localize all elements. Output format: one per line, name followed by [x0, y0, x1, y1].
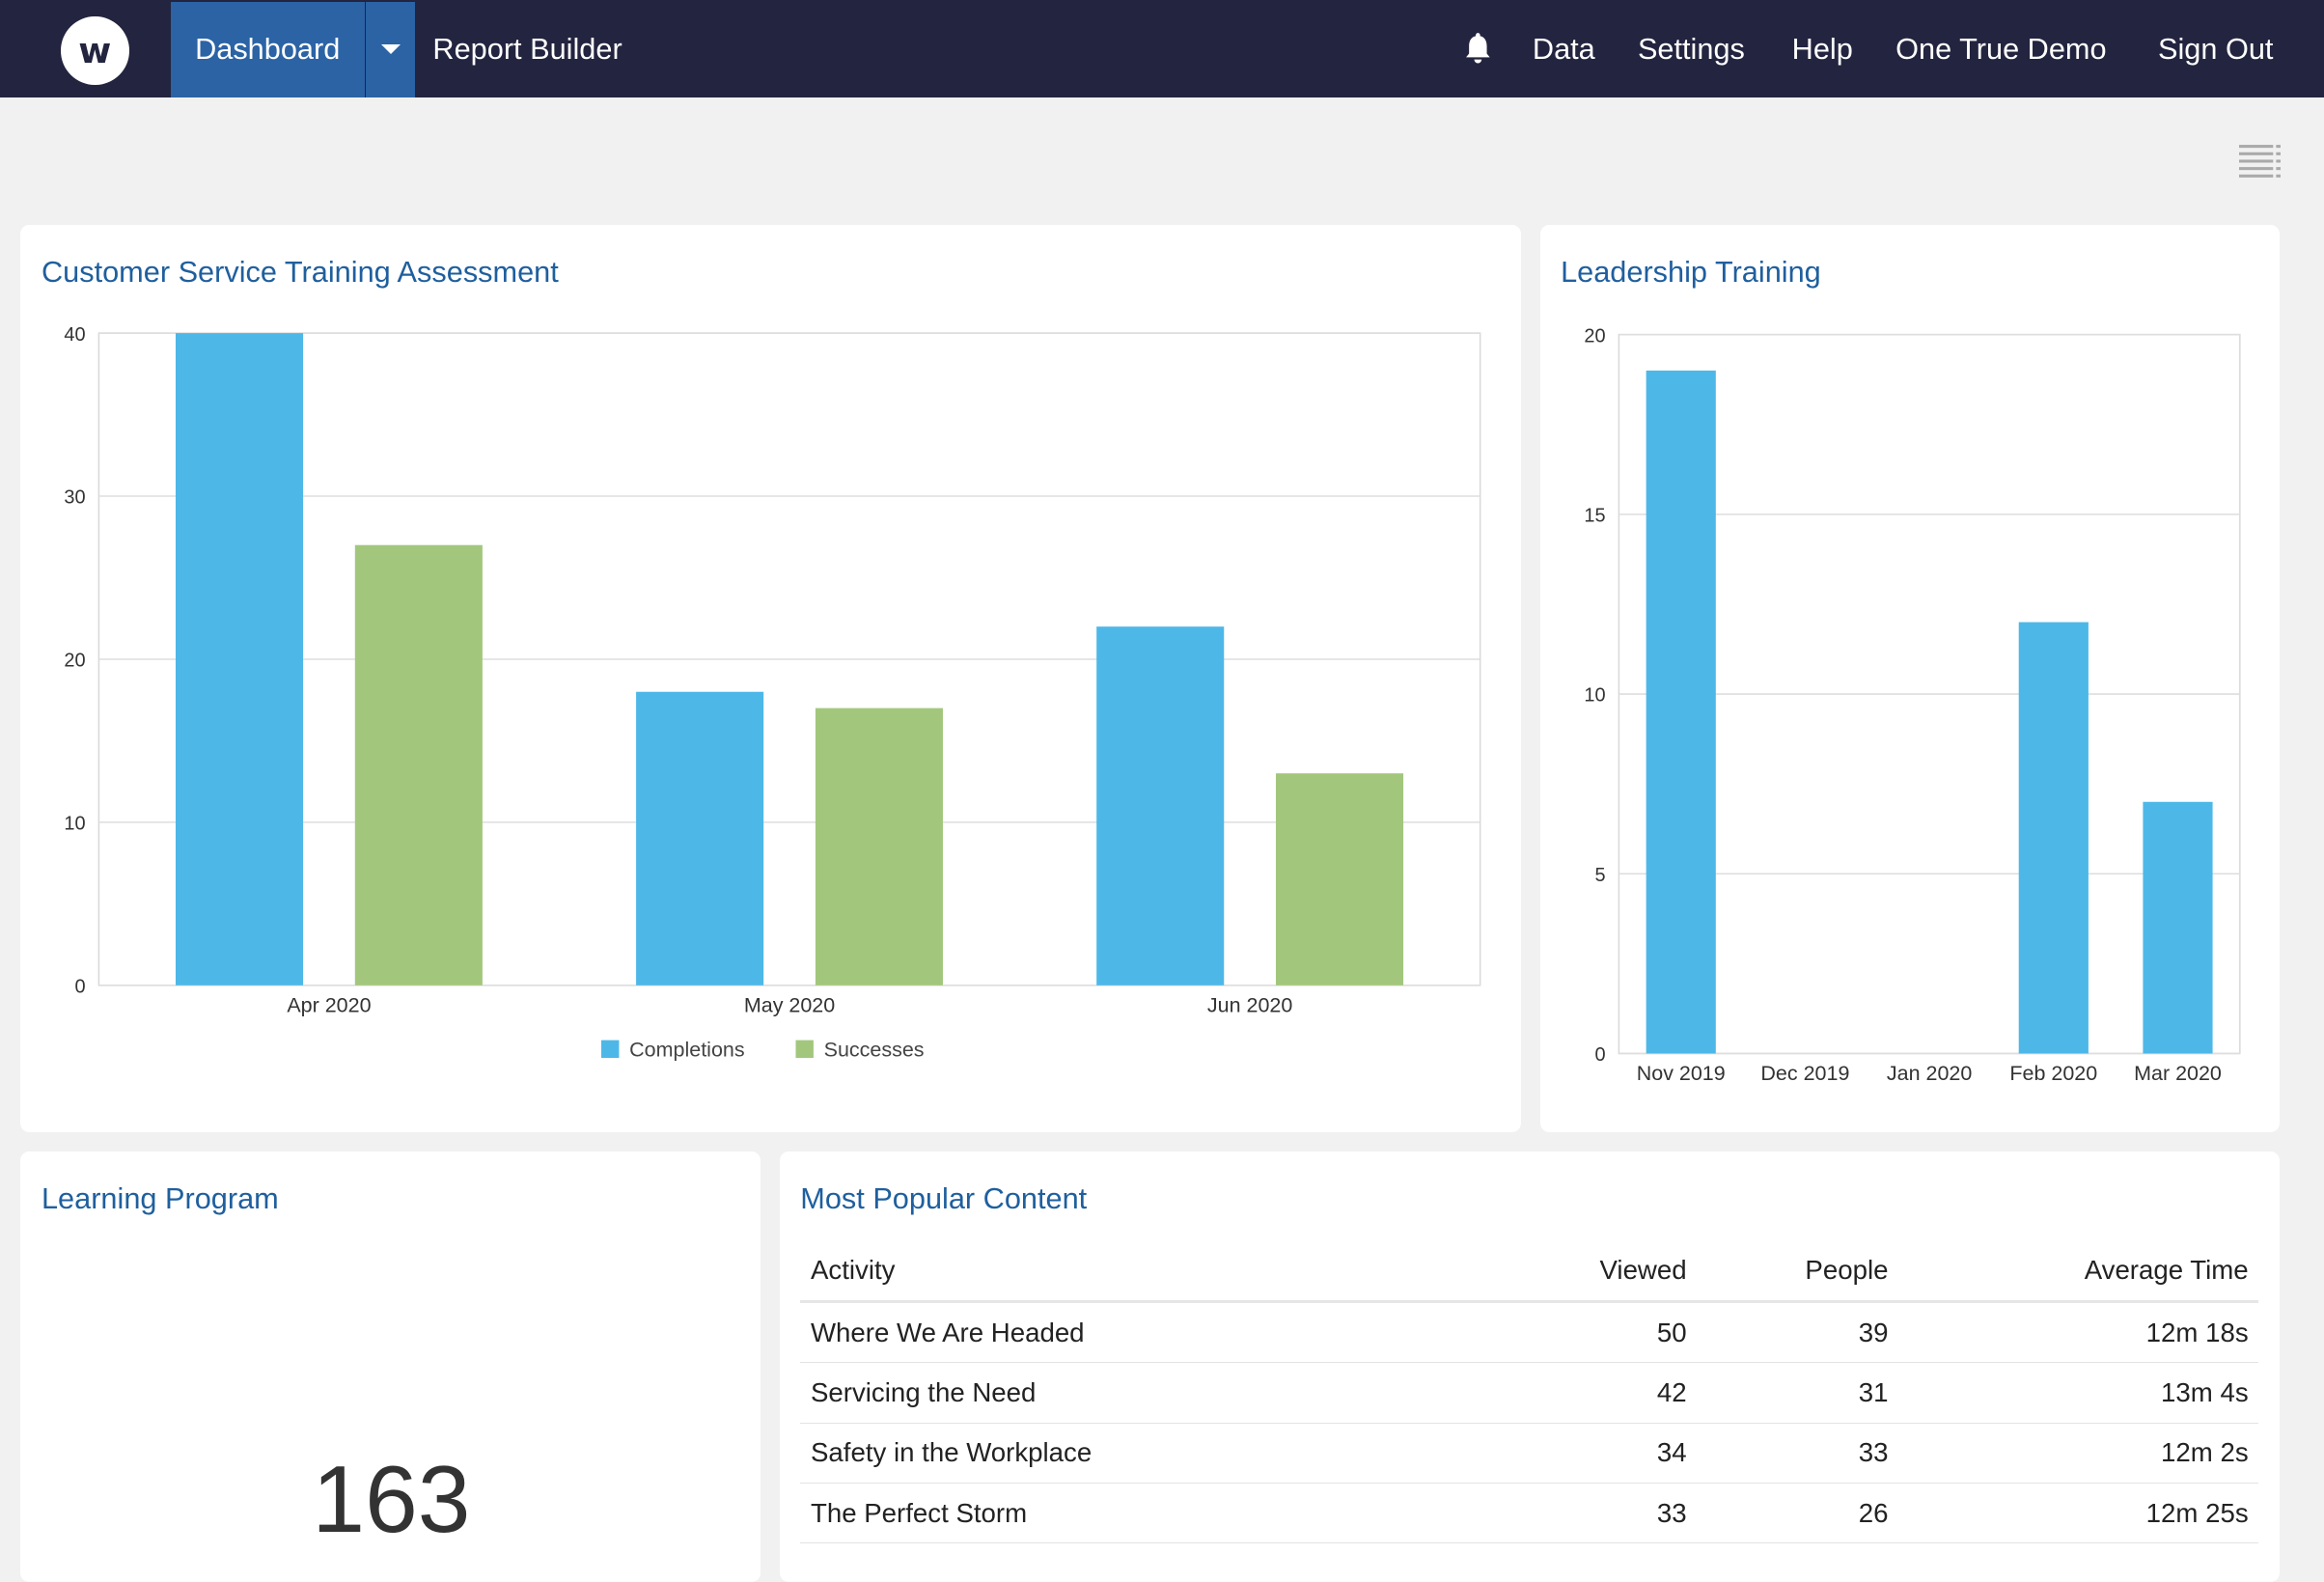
list-menu-icon[interactable]	[2239, 142, 2282, 180]
card-learning-program: Learning Program 163	[20, 1152, 761, 1582]
bar	[1276, 773, 1404, 986]
table-row[interactable]: The Perfect Storm 33 26 12m 25s	[800, 1483, 2259, 1544]
card-customer-service: Customer Service Training Assessment 0 10…	[20, 225, 1521, 1133]
y-tick-label: 40	[65, 324, 86, 346]
cell-viewed: 34	[1481, 1423, 1698, 1485]
x-tick-label: Feb 2020	[2009, 1063, 2097, 1086]
cell-viewed: 33	[1481, 1483, 1698, 1544]
x-tick-label: Nov 2019	[1636, 1063, 1725, 1086]
bar	[636, 692, 764, 986]
card-title-leadership: Leadership Training	[1561, 255, 1821, 290]
nav-account[interactable]: One True Demo	[1895, 32, 2107, 66]
table-row[interactable]: Safety in the Workplace 34 33 12m 2s	[800, 1423, 2259, 1485]
y-tick-label: 20	[65, 651, 86, 672]
card-popular-content: Most Popular Content Activity Viewed Peo…	[779, 1152, 2280, 1582]
x-tick-label: Apr 2020	[288, 994, 372, 1017]
cell-average-time: 12m 25s	[1898, 1483, 2259, 1544]
cell-activity: The Perfect Storm	[800, 1483, 1482, 1544]
nav-data[interactable]: Data	[1532, 32, 1595, 66]
card-title-learning: Learning Program	[41, 1180, 279, 1215]
column-header-activity[interactable]: Activity	[800, 1240, 1482, 1303]
legend-label: Completions	[630, 1039, 745, 1062]
cell-viewed: 50	[1481, 1301, 1698, 1364]
y-tick-label: 10	[1584, 685, 1605, 707]
cell-viewed: 42	[1481, 1362, 1698, 1424]
legend-swatch	[795, 1041, 815, 1059]
x-tick-label: Jan 2020	[1886, 1063, 1971, 1086]
card-leadership: Leadership Training 0 5 10 15 20 Nov 2019 Dec …	[1539, 225, 2280, 1133]
cell-people: 26	[1697, 1483, 1899, 1544]
caret-down-icon	[380, 44, 401, 54]
nav-sign-out[interactable]: Sign Out	[2157, 32, 2274, 66]
column-header-people[interactable]: People	[1697, 1240, 1899, 1303]
table-row[interactable]: Servicing the Need 42 31 13m 4s	[800, 1362, 2259, 1424]
card-title-customer-service: Customer Service Training Assessment	[41, 255, 559, 290]
cell-activity: Where We Are Headed	[800, 1301, 1482, 1364]
y-tick-label: 10	[65, 814, 86, 835]
x-tick-label: Dec 2019	[1760, 1063, 1849, 1086]
nav-dashboard[interactable]: Dashboard	[170, 1, 365, 98]
nav-help[interactable]: Help	[1791, 32, 1853, 66]
card-title-popular: Most Popular Content	[800, 1180, 1088, 1215]
y-tick-label: 20	[1584, 326, 1605, 347]
dashboard-dropdown-button[interactable]	[366, 1, 415, 98]
cell-people: 31	[1697, 1362, 1899, 1424]
column-header-viewed[interactable]: Viewed	[1481, 1240, 1698, 1303]
x-tick-label: Jun 2020	[1207, 994, 1292, 1017]
nav-settings[interactable]: Settings	[1637, 32, 1745, 66]
bar	[1096, 626, 1225, 986]
x-tick-label: May 2020	[744, 994, 835, 1017]
x-tick-label: Mar 2020	[2134, 1063, 2222, 1086]
leadership-chart: 0 5 10 15 20 Nov 2019 Dec 2019 Jan 2020 Feb 2020…	[1584, 326, 2241, 1086]
bell-icon[interactable]	[1463, 32, 1493, 66]
top-navbar: w Dashboard Report Builder Data Settings…	[0, 0, 2324, 98]
y-tick-label: 5	[1594, 865, 1605, 886]
customer-service-chart: 0 10 20 30 40 Apr 2020 May 2020 Jun 2020 Complet…	[65, 324, 1481, 1062]
cell-people: 33	[1697, 1423, 1899, 1485]
bar	[355, 545, 484, 986]
column-header-average-time[interactable]: Average Time	[1898, 1240, 2259, 1303]
y-tick-label: 0	[1594, 1045, 1605, 1067]
legend-swatch	[601, 1041, 620, 1059]
y-tick-label: 30	[65, 487, 86, 509]
y-tick-label: 0	[75, 977, 86, 998]
cell-average-time: 12m 18s	[1898, 1301, 2259, 1364]
cell-people: 39	[1697, 1301, 1899, 1364]
cell-activity: Safety in the Workplace	[800, 1423, 1482, 1485]
bar	[2142, 802, 2213, 1054]
bar	[1646, 371, 1716, 1054]
cell-average-time: 13m 4s	[1898, 1362, 2259, 1424]
y-tick-label: 15	[1584, 506, 1605, 527]
legend-label: Successes	[824, 1039, 925, 1062]
learning-program-count: 163	[312, 1446, 471, 1553]
table-header-row: Activity Viewed People Average Time	[800, 1240, 2259, 1303]
app-logo[interactable]: w	[60, 15, 129, 85]
nav-report-builder[interactable]: Report Builder	[432, 32, 622, 66]
popular-content-table: Activity Viewed People Average Time Wher…	[800, 1240, 2259, 1544]
bar	[816, 708, 944, 986]
bar	[176, 333, 304, 986]
cell-activity: Servicing the Need	[800, 1362, 1482, 1424]
bar	[2018, 622, 2089, 1054]
cell-average-time: 12m 2s	[1898, 1423, 2259, 1485]
table-row[interactable]: Where We Are Headed 50 39 12m 18s	[800, 1301, 2259, 1364]
